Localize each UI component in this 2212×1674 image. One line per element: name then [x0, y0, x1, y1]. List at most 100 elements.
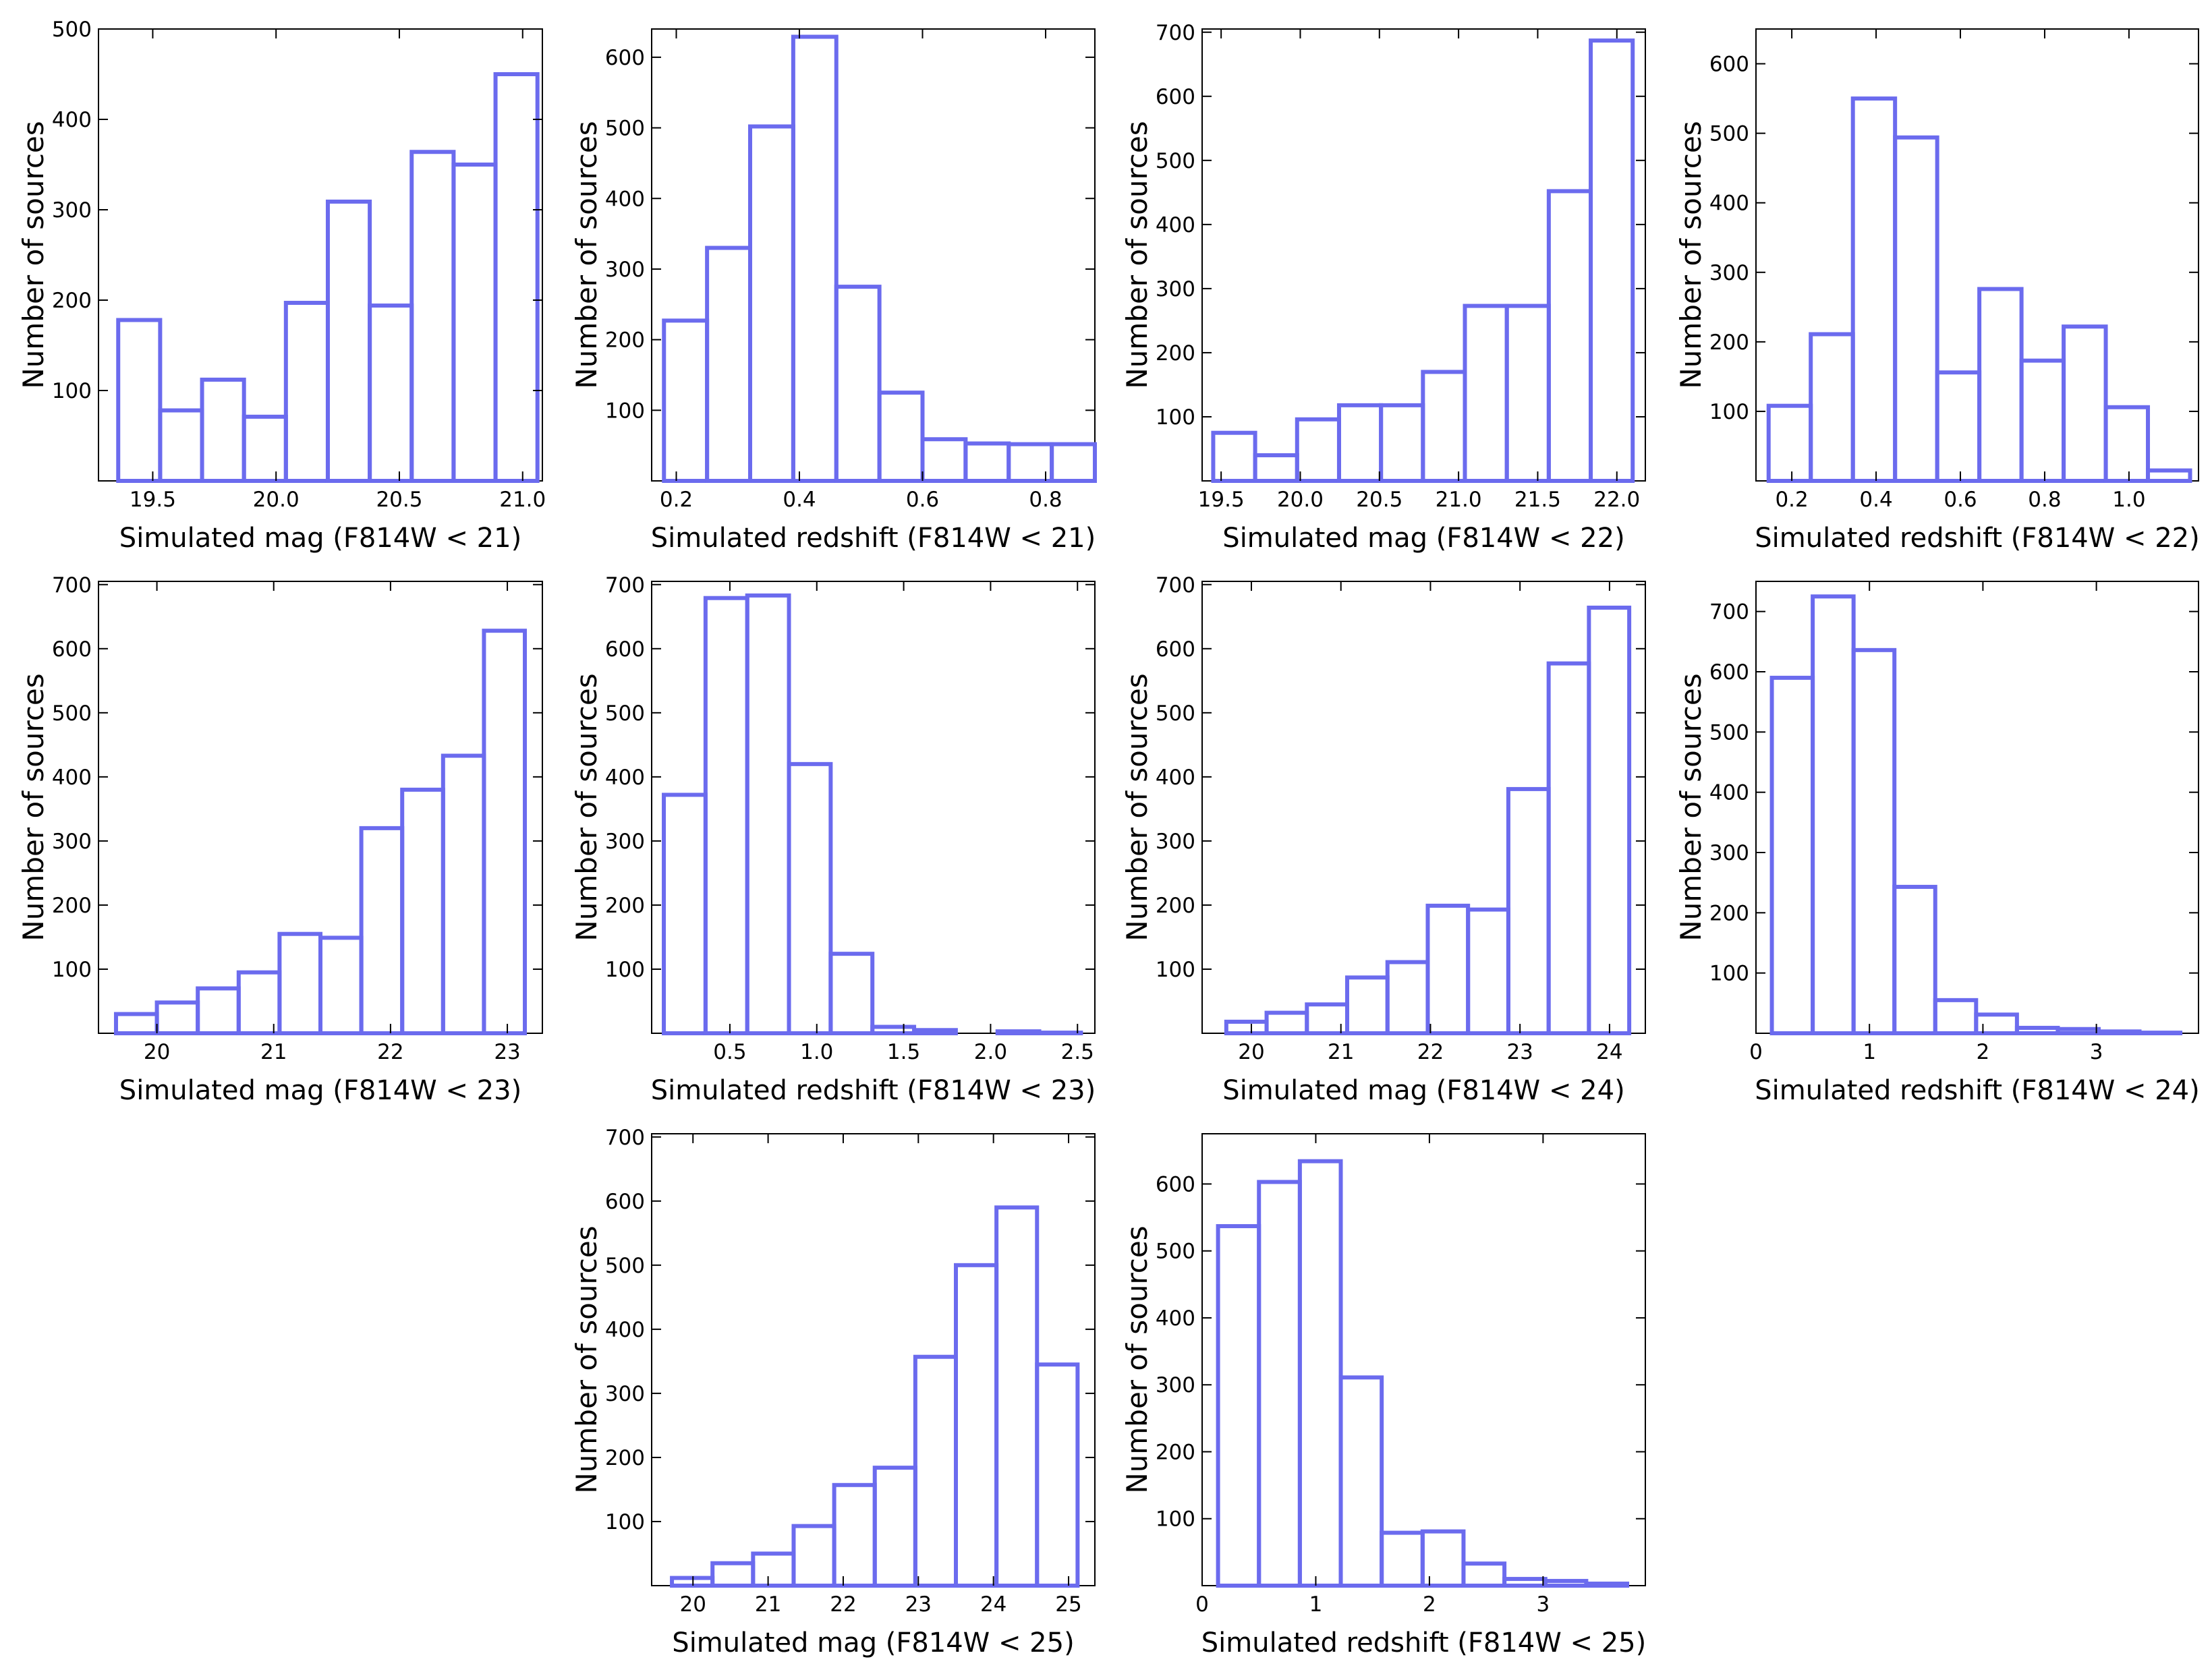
histogram-panel-8: 0 1 2 3 100 200 300 400 500 600 700 Simulated redsh… — [1674, 581, 2200, 1106]
histogram-bar — [913, 1354, 958, 1588]
x-axis-label: Simulated redshift (F814W < 25) — [1201, 1627, 1646, 1658]
histogram-bar — [662, 792, 708, 1036]
histogram-bar — [703, 596, 749, 1035]
y-tick-label: 400 — [1709, 192, 1749, 216]
x-axis-label: Simulated redshift (F814W < 23) — [651, 1075, 1096, 1106]
x-tick-label: 0.4 — [783, 488, 816, 512]
histogram-bar — [113, 1012, 159, 1036]
x-tick-label: 22 — [830, 1592, 856, 1617]
histogram-bar — [325, 199, 372, 483]
y-tick-label: 500 — [605, 701, 645, 726]
y-tick-label: 500 — [1709, 720, 1749, 745]
histogram-bar — [2103, 405, 2151, 483]
y-tick-label: 600 — [52, 637, 92, 662]
y-tick-label: 600 — [1156, 1172, 1195, 1196]
histogram-bar — [1893, 135, 1939, 484]
axes-frame — [1755, 581, 2199, 1034]
histogram-bar — [1502, 1577, 1548, 1588]
y-tick-label: 200 — [52, 894, 92, 918]
x-tick-label: 1 — [1309, 1592, 1323, 1617]
x-tick-label: 23 — [905, 1592, 932, 1617]
y-axis-label: Number of sources — [1674, 121, 1707, 388]
histogram-bar — [963, 441, 1011, 483]
y-tick-label: 100 — [605, 1510, 645, 1534]
y-tick-label: 300 — [1156, 1373, 1195, 1397]
y-tick-label: 200 — [1709, 901, 1749, 925]
y-tick-label: 100 — [1156, 1507, 1195, 1532]
y-tick-label: 700 — [1156, 21, 1195, 45]
histogram-panel-9: 20 21 22 23 24 25 100 200 300 400 500 600 700 Simulat… — [570, 1126, 1096, 1658]
histogram-bar — [1584, 1582, 1630, 1588]
x-axis-label: Simulated mag (F814W < 21) — [119, 523, 521, 554]
histogram-bar — [1546, 661, 1591, 1035]
y-tick-label: 500 — [1156, 701, 1195, 726]
x-tick-label: 3 — [1537, 1592, 1550, 1617]
x-tick-label: 20.5 — [376, 488, 422, 512]
histogram-bar — [1933, 998, 1979, 1036]
axes-frame — [651, 28, 1096, 482]
x-tick-label: 0.5 — [713, 1040, 746, 1064]
histogram-bar — [441, 753, 486, 1035]
x-tick-label: 0.6 — [906, 488, 939, 512]
y-tick-label: 100 — [605, 399, 645, 423]
x-tick-label: 0.8 — [1029, 488, 1062, 512]
y-tick-label: 400 — [52, 108, 92, 132]
y-axis-label: Number of sources — [1121, 121, 1154, 388]
x-tick-label: 3 — [2090, 1040, 2103, 1064]
histogram-bar — [1385, 960, 1430, 1035]
x-tick-label: 1 — [1863, 1040, 1876, 1064]
histogram-bar — [359, 826, 405, 1035]
y-tick-label: 400 — [1156, 213, 1195, 237]
histogram-bar — [1297, 1159, 1343, 1588]
histogram-bar — [748, 124, 795, 483]
axes-frame — [98, 28, 543, 482]
y-tick-label: 200 — [1156, 341, 1195, 366]
histogram-bar — [277, 931, 323, 1036]
y-tick-label: 400 — [605, 187, 645, 211]
x-tick-label: 1.0 — [800, 1040, 833, 1064]
x-tick-label: 24 — [980, 1592, 1006, 1617]
histogram-bar — [400, 787, 445, 1035]
x-tick-label: 20.5 — [1356, 488, 1402, 512]
x-axis-label: Simulated mag (F814W < 25) — [672, 1627, 1074, 1658]
x-axis-label: Simulated mag (F814W < 22) — [1222, 523, 1624, 554]
histogram-bar — [1224, 1019, 1269, 1036]
x-tick-label: 21.0 — [1436, 488, 1482, 512]
histogram-bar — [912, 1028, 958, 1035]
y-tick-label: 500 — [605, 1254, 645, 1278]
y-tick-label: 100 — [1156, 405, 1195, 430]
y-tick-label: 700 — [605, 573, 645, 598]
x-tick-label: 23 — [1506, 1040, 1533, 1064]
histogram-bar — [200, 377, 246, 483]
histogram-panel-7: 20 21 22 23 24 100 200 300 400 500 600 700 Simulated… — [1121, 573, 1646, 1106]
x-tick-label: 22 — [377, 1040, 403, 1064]
y-tick-label: 600 — [605, 1190, 645, 1214]
y-tick-label: 100 — [1709, 400, 1749, 424]
x-tick-label: 20.0 — [253, 488, 300, 512]
y-tick-label: 300 — [605, 1382, 645, 1406]
histogram-bar — [451, 163, 498, 483]
x-tick-label: 0 — [1749, 1040, 1763, 1064]
histogram-bar — [787, 761, 833, 1035]
y-tick-label: 500 — [605, 117, 645, 141]
histogram-panel-2: 0.2 0.4 0.6 0.8 100 200 300 400 500 600 Simulated … — [570, 28, 1097, 554]
histogram-bar — [1379, 403, 1425, 483]
histogram-panel-6: 0.5 1.0 1.5 2.0 2.5 100 200 300 400 500 600 700 Simu… — [570, 573, 1096, 1106]
y-tick-label: 400 — [1156, 766, 1195, 790]
y-tick-label: 700 — [605, 1126, 645, 1150]
y-tick-label: 300 — [1156, 277, 1195, 301]
y-axis-label: Number of sources — [17, 673, 50, 941]
histogram-bar — [1253, 453, 1299, 484]
y-tick-label: 300 — [605, 258, 645, 282]
y-axis-label: Number of sources — [1674, 673, 1707, 941]
x-axis-label: Simulated redshift (F814W < 21) — [651, 523, 1096, 554]
histogram-bar — [1421, 370, 1467, 483]
histogram-bar — [1264, 1010, 1309, 1035]
y-tick-label: 700 — [1709, 600, 1749, 625]
y-tick-label: 200 — [605, 894, 645, 918]
x-tick-label: 21.0 — [499, 488, 546, 512]
histogram-bar — [1380, 1530, 1425, 1588]
histogram-bar — [1977, 287, 2024, 483]
y-tick-label: 200 — [52, 289, 92, 313]
x-tick-label: 2.5 — [1061, 1040, 1094, 1064]
